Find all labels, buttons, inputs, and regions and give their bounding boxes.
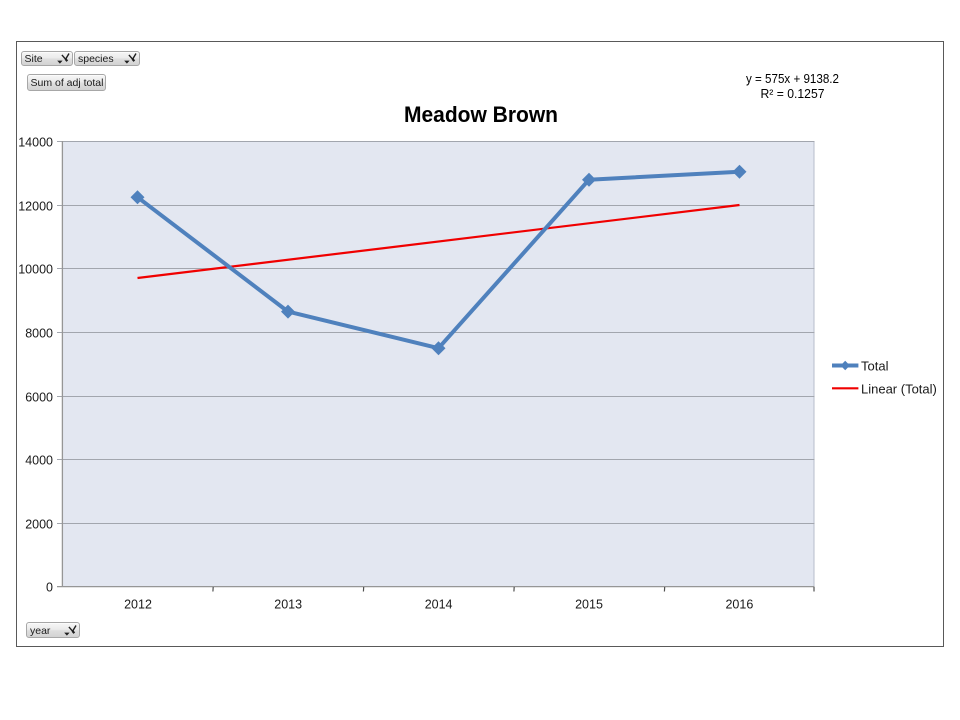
svg-text:Total: Total xyxy=(861,359,889,374)
svg-text:2012: 2012 xyxy=(124,598,152,612)
svg-text:Linear (Total): Linear (Total) xyxy=(861,381,937,396)
svg-text:8000: 8000 xyxy=(25,326,53,340)
svg-text:R² = 0.1257: R² = 0.1257 xyxy=(761,87,825,101)
svg-text:0: 0 xyxy=(46,580,53,594)
svg-text:12000: 12000 xyxy=(18,199,53,213)
svg-text:2016: 2016 xyxy=(725,598,753,612)
svg-text:14000: 14000 xyxy=(18,135,53,149)
svg-text:4000: 4000 xyxy=(25,453,53,467)
svg-text:2014: 2014 xyxy=(425,598,453,612)
svg-text:2000: 2000 xyxy=(25,517,53,531)
svg-text:y = 575x + 9138.2: y = 575x + 9138.2 xyxy=(746,72,839,86)
svg-text:2015: 2015 xyxy=(575,598,603,612)
svg-text:10000: 10000 xyxy=(18,262,53,276)
svg-text:6000: 6000 xyxy=(25,390,53,404)
svg-text:2013: 2013 xyxy=(274,598,302,612)
svg-text:Meadow Brown: Meadow Brown xyxy=(404,102,558,127)
